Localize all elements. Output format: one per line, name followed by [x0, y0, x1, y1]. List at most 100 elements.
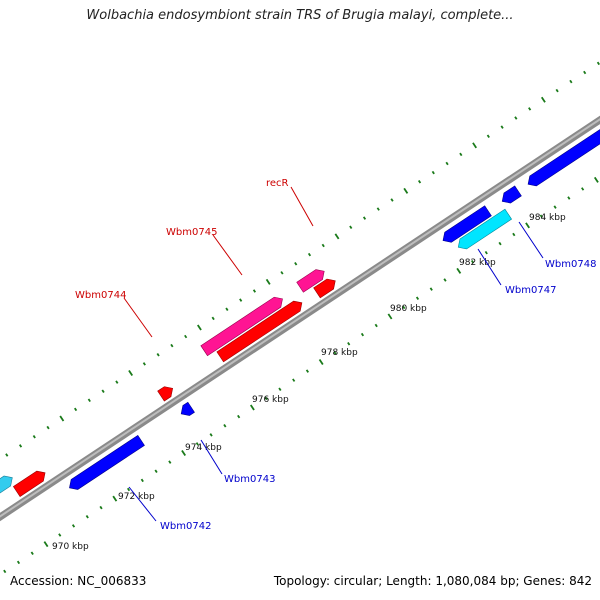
scale-label: 974 kbp — [185, 443, 222, 453]
gene-label-wbm0742[interactable]: Wbm0742 — [160, 521, 211, 532]
major-tick — [334, 233, 340, 240]
major-tick — [197, 324, 202, 331]
minor-tick — [347, 342, 351, 346]
minor-tick — [583, 70, 587, 75]
minor-tick — [307, 252, 312, 257]
minor-tick — [581, 187, 585, 191]
minor-tick — [140, 478, 144, 483]
major-tick — [525, 222, 530, 229]
page-title: Wolbachia endosymbiont strain TRS of Bru… — [86, 8, 514, 23]
minor-tick — [126, 487, 131, 492]
cds-feature-wbm0742[interactable] — [66, 434, 145, 492]
major-tick — [456, 267, 462, 274]
major-tick — [59, 415, 65, 422]
cds-feature-wbm0746[interactable] — [440, 205, 492, 246]
minor-tick — [514, 116, 518, 120]
minor-tick — [500, 125, 504, 129]
minor-tick — [376, 207, 380, 211]
cds-feature-fwd-cyan-left[interactable] — [0, 473, 16, 506]
minor-tick — [292, 378, 296, 382]
minor-tick — [278, 387, 282, 392]
major-tick — [128, 369, 134, 376]
cds-feature-recR[interactable] — [296, 266, 328, 293]
minor-tick — [154, 469, 158, 474]
minor-tick — [264, 396, 268, 401]
scale-labels: 970 kbp 972 kbp 974 kbp 976 kbp 978 kbp … — [52, 213, 566, 552]
minor-tick — [170, 343, 174, 348]
scale-label: 984 kbp — [529, 213, 566, 223]
cds-feature-wbm0743[interactable] — [178, 401, 195, 419]
minor-tick — [99, 505, 103, 510]
minor-tick — [443, 278, 447, 282]
minor-tick — [459, 152, 463, 157]
cds-feature-wbm0745[interactable] — [200, 294, 286, 357]
major-tick — [43, 541, 49, 548]
minor-tick — [484, 250, 488, 255]
minor-tick — [30, 551, 34, 555]
minor-tick — [101, 389, 105, 393]
gene-label-recR[interactable]: recR — [266, 178, 289, 189]
minor-tick — [32, 434, 36, 439]
minor-tick — [239, 298, 243, 302]
cds-feature-fwd-red-small[interactable] — [12, 468, 48, 497]
minor-tick — [415, 296, 420, 300]
minor-tick — [87, 398, 91, 403]
gene-label-wbm0743[interactable]: Wbm0743 — [224, 474, 275, 485]
minor-tick — [73, 407, 78, 412]
minor-tick — [280, 271, 284, 275]
minor-tick — [305, 369, 310, 373]
minor-tick — [46, 425, 50, 430]
major-tick — [403, 187, 409, 194]
cds-feature-recR-red[interactable] — [313, 276, 339, 299]
major-tick — [387, 313, 393, 320]
minor-tick — [349, 225, 353, 230]
minor-tick — [512, 232, 516, 237]
forward-features — [0, 266, 339, 506]
minor-tick — [321, 243, 325, 248]
minor-tick — [362, 216, 367, 220]
gene-label-wbm0747[interactable]: Wbm0747 — [505, 285, 556, 296]
minor-tick — [417, 179, 422, 184]
major-tick — [265, 278, 271, 285]
gene-label-wbm0744[interactable]: Wbm0744 — [75, 290, 126, 301]
minor-tick — [115, 380, 119, 384]
minor-tick — [528, 107, 532, 111]
cds-feature-wbm0748[interactable] — [525, 103, 600, 189]
major-tick — [181, 450, 187, 457]
minor-tick — [374, 323, 378, 328]
minor-tick — [569, 79, 573, 84]
gene-label-wbm0748[interactable]: Wbm0748 — [545, 259, 596, 270]
minor-tick — [402, 305, 406, 310]
major-tick — [318, 358, 324, 365]
cds-feature-wbm0747[interactable] — [455, 208, 513, 252]
minor-tick — [16, 560, 21, 565]
cds-feature-wbm0745-red[interactable] — [216, 298, 305, 363]
minor-tick — [58, 533, 62, 537]
cds-feature-small-blue[interactable] — [499, 185, 522, 206]
cds-feature-wbm0744[interactable] — [157, 383, 176, 402]
minor-tick — [498, 241, 502, 246]
minor-tick — [184, 334, 188, 339]
minor-tick — [142, 362, 146, 366]
scale-label: 978 kbp — [321, 348, 358, 358]
minor-tick — [3, 569, 7, 574]
reverse-features — [66, 103, 600, 492]
major-tick — [249, 404, 255, 411]
minor-tick — [225, 307, 229, 311]
genome-summary-text: Topology: circular; Length: 1,080,084 bp… — [273, 574, 592, 588]
minor-tick — [445, 161, 449, 166]
major-tick — [112, 495, 118, 502]
minor-tick — [360, 332, 365, 337]
minor-tick — [211, 316, 215, 321]
scale-label: 970 kbp — [52, 542, 89, 552]
minor-tick — [596, 61, 600, 66]
minor-tick — [71, 524, 76, 528]
minor-tick — [85, 515, 89, 519]
minor-tick — [237, 414, 241, 419]
gene-label-wbm0745[interactable]: Wbm0745 — [166, 227, 217, 238]
scale-label: 982 kbp — [459, 258, 496, 268]
minor-tick — [390, 198, 394, 202]
minor-tick — [223, 423, 227, 428]
reverse-tick-row — [3, 176, 599, 574]
